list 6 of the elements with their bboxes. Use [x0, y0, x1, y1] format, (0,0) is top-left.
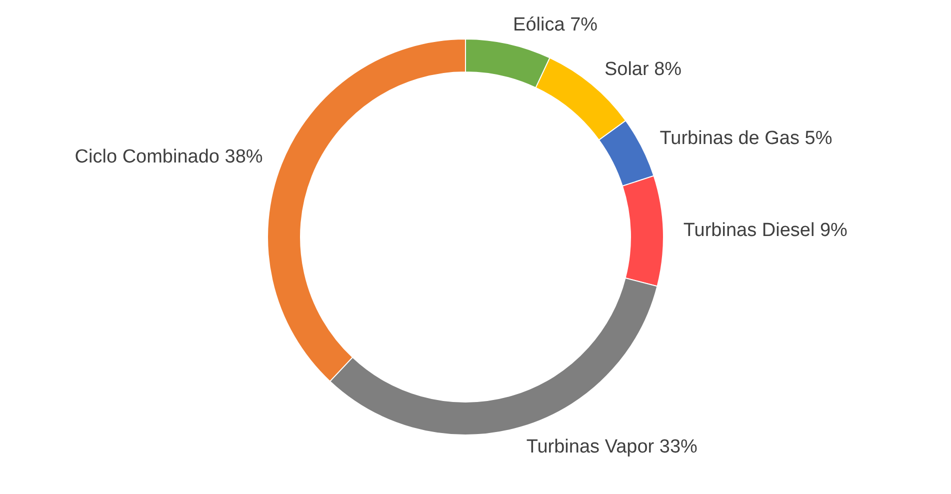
slice-label: Ciclo Combinado 38% — [74, 146, 263, 168]
slice-label: Eólica 7% — [513, 14, 598, 36]
slice-label: Turbinas Vapor 33% — [526, 436, 698, 458]
slice-label: Solar 8% — [604, 59, 682, 80]
slice-label: Turbinas Diesel 9% — [683, 220, 848, 242]
slice-label: Turbinas de Gas 5% — [660, 128, 832, 150]
